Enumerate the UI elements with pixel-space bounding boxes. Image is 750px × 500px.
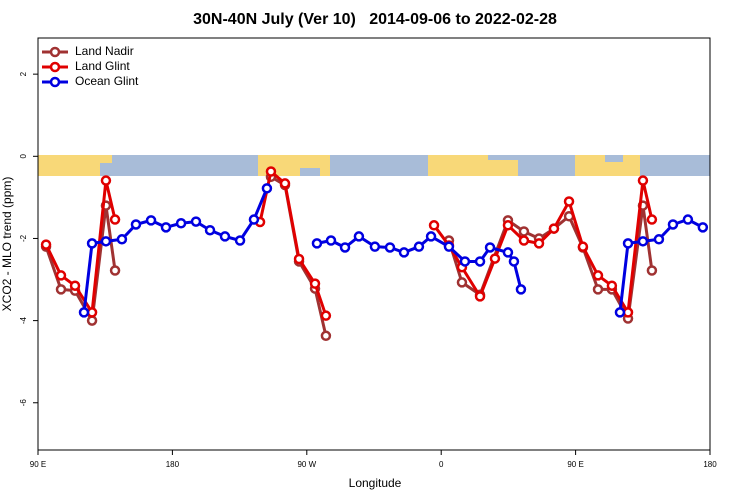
data-point [325, 235, 337, 246]
data-point [145, 215, 157, 226]
data-point [425, 231, 437, 242]
data-point [489, 253, 501, 264]
data-point [234, 235, 246, 246]
legend-marker [49, 76, 61, 88]
x-tick-label: 90 W [297, 460, 316, 469]
data-point [646, 265, 658, 276]
data-point [515, 284, 527, 295]
x-tick-label: 90 E [567, 460, 583, 469]
legend-label: Land Glint [75, 59, 130, 73]
data-point [265, 166, 277, 177]
x-tick-label: 0 [439, 460, 444, 469]
legend-label: Ocean Glint [75, 74, 139, 88]
data-point [622, 238, 634, 249]
plot-frame [37, 37, 711, 451]
data-point [175, 218, 187, 229]
data-point [592, 270, 604, 281]
data-point [533, 238, 545, 249]
data-point [109, 265, 121, 276]
data-point [697, 222, 709, 233]
data-point [653, 234, 665, 245]
data-point [279, 178, 291, 189]
data-point [86, 307, 98, 318]
data-point [160, 222, 172, 233]
data-point [55, 284, 67, 295]
y-tick-label: -6 [19, 399, 28, 407]
data-point [320, 310, 332, 321]
y-axis-label: XCO2 - MLO trend (ppm) [0, 177, 14, 312]
data-point [637, 236, 649, 247]
data-point [484, 242, 496, 253]
data-point [320, 330, 332, 342]
data-point [339, 242, 351, 253]
data-point [40, 239, 52, 250]
data-point [130, 219, 142, 230]
y-tick-label: 0 [19, 154, 28, 159]
map-strip [38, 155, 710, 176]
data-point [109, 214, 121, 225]
data-point [311, 238, 323, 249]
data-point [204, 224, 216, 236]
data-point [309, 278, 321, 289]
data-point [518, 226, 530, 237]
legend-label: Land Nadir [75, 44, 134, 58]
data-point [614, 307, 626, 318]
series-line [44, 169, 654, 317]
chart-title: 30N-40N July (Ver 10) 2014-09-06 to 2022… [193, 11, 557, 28]
data-point [637, 175, 649, 186]
data-point [398, 247, 410, 258]
data-point [622, 307, 634, 318]
data-point [667, 219, 679, 230]
data-point [518, 235, 530, 246]
data-point [413, 241, 425, 252]
data-point [384, 242, 396, 253]
data-point [55, 270, 67, 281]
data-point [682, 214, 694, 225]
data-point [563, 196, 575, 207]
data-point [456, 277, 468, 288]
data-point [69, 280, 81, 291]
data-point [443, 241, 455, 252]
data-point [577, 241, 589, 252]
data-point [428, 220, 440, 231]
data-point [100, 236, 112, 247]
data-point [261, 183, 273, 194]
data-point [248, 214, 260, 225]
data-point [459, 256, 471, 267]
data-point [369, 241, 381, 252]
data-point [86, 238, 98, 249]
data-point [592, 284, 604, 295]
x-tick-label: 180 [166, 460, 180, 469]
legend-marker [49, 61, 61, 73]
data-point [353, 231, 365, 242]
x-axis-label: Longitude [349, 476, 402, 490]
y-tick-label: -2 [19, 234, 28, 242]
data-point [502, 247, 514, 258]
y-tick-label: 2 [19, 71, 28, 76]
data-point [86, 315, 98, 326]
data-point [646, 214, 658, 225]
x-tick-label: 180 [703, 460, 717, 469]
data-point [606, 280, 618, 291]
data-point [78, 307, 90, 318]
data-point [502, 220, 514, 231]
data-point [548, 223, 560, 234]
x-tick-label: 90 E [30, 460, 46, 469]
y-tick-label: -4 [19, 317, 28, 325]
data-point [474, 256, 486, 267]
data-point [508, 256, 520, 267]
data-point [293, 253, 305, 265]
data-point [116, 234, 128, 245]
data-point [474, 291, 486, 302]
legend-marker [49, 46, 61, 58]
data-point [190, 216, 202, 227]
data-point [100, 175, 112, 186]
data-point [219, 231, 231, 242]
